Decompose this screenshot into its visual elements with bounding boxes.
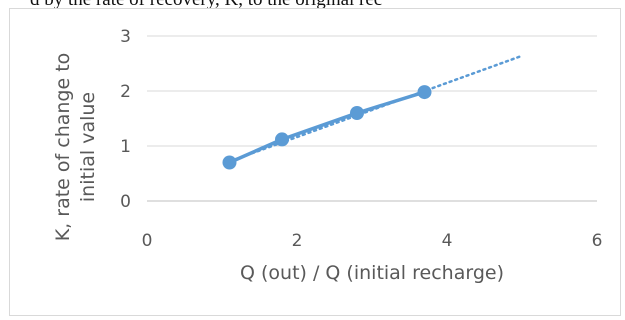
- data-point-1: [275, 132, 289, 147]
- data-point-0: [222, 155, 237, 170]
- data-point-3: [417, 85, 432, 100]
- y-tick-label-3: 3: [120, 27, 131, 47]
- y-axis-title-line-2: initial value: [77, 92, 99, 202]
- x-tick-label-2: 2: [292, 231, 303, 251]
- x-axis-title: Q (out) / Q (initial recharge): [240, 262, 504, 284]
- y-tick-label-2: 2: [120, 82, 131, 102]
- cropped-caption-text: d by the rate of recovery, K, to the ori…: [0, 0, 625, 9]
- y-axis-title-line-1: K, rate of change to: [52, 53, 74, 242]
- series-line-0: [228, 90, 426, 165]
- x-tick-label-6: 6: [592, 231, 603, 251]
- y-tick-label-1: 1: [120, 137, 131, 157]
- data-point-2: [350, 106, 364, 120]
- series-layer: [222, 85, 432, 170]
- x-tick-label-0: 0: [142, 231, 153, 251]
- y-tick-label-0: 0: [120, 192, 131, 212]
- chart-frame: [9, 8, 621, 316]
- tick-labels: 0 1 2 3 0 2 4 6: [120, 27, 602, 251]
- grid-lines: [147, 35, 597, 202]
- x-tick-label-4: 4: [442, 231, 453, 251]
- axis-titles: Q (out) / Q (initial recharge) K, rate o…: [52, 53, 504, 284]
